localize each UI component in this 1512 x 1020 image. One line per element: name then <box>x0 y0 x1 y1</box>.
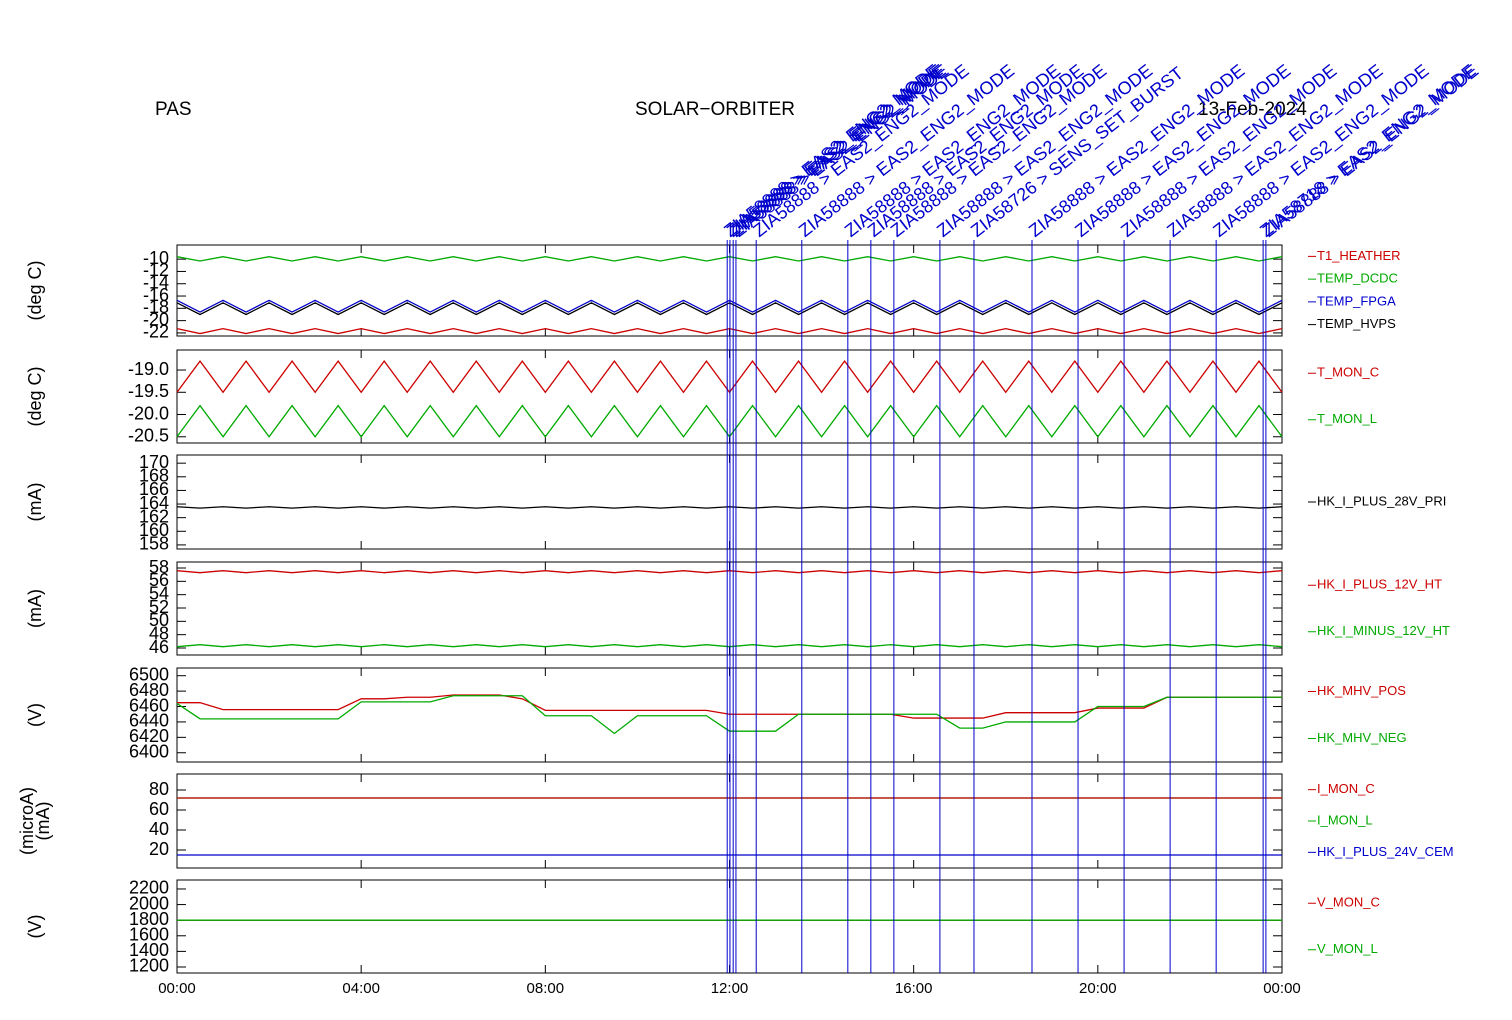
y-tick-label: 40 <box>149 819 169 839</box>
x-tick-label: 16:00 <box>895 980 933 997</box>
legend-label: HK_I_PLUS_24V_CEM <box>1317 844 1454 859</box>
y-tick-label: 1400 <box>129 940 169 960</box>
legend-label: HK_MHV_NEG <box>1317 730 1407 745</box>
y-axis-label: (microA) <box>17 787 37 855</box>
y-tick-label: 162 <box>139 506 169 526</box>
legend-label: V_MON_L <box>1317 941 1378 956</box>
legend-label: T_MON_L <box>1317 411 1377 426</box>
y-tick-label: 50 <box>149 610 169 630</box>
y-tick-label: 160 <box>139 520 169 540</box>
y-tick-label: 168 <box>139 466 169 486</box>
y-tick-label: 60 <box>149 799 169 819</box>
y-tick-label: 166 <box>139 479 169 499</box>
y-tick-label: 52 <box>149 597 169 617</box>
y-tick-label: 6440 <box>129 711 169 731</box>
legend-label: TEMP_FPGA <box>1317 293 1396 308</box>
legend-label: TEMP_DCDC <box>1317 271 1398 286</box>
legend-label: I_MON_L <box>1317 812 1373 827</box>
y-tick-label: 6400 <box>129 742 169 762</box>
y-tick-label: 6460 <box>129 695 169 715</box>
y-tick-label: 1600 <box>129 925 169 945</box>
y-tick-label: -10 <box>143 248 169 268</box>
legend-label: HK_I_PLUS_12V_HT <box>1317 577 1442 592</box>
y-tick-label: 6420 <box>129 726 169 746</box>
legend-label: V_MON_C <box>1317 895 1380 910</box>
legend-label: TEMP_HVPS <box>1317 316 1396 331</box>
y-axis-label: (V) <box>25 703 45 727</box>
y-tick-label: 158 <box>139 534 169 554</box>
legend-label: HK_I_MINUS_12V_HT <box>1317 623 1450 638</box>
header-center: SOLAR−ORBITER <box>635 99 795 120</box>
y-tick-label: 164 <box>139 493 169 513</box>
y-axis-label: (mA) <box>25 483 45 522</box>
y-tick-label: -18 <box>143 297 169 317</box>
y-tick-label: 2200 <box>129 878 169 898</box>
x-tick-label: 20:00 <box>1079 980 1117 997</box>
legend-label: HK_I_PLUS_28V_PRI <box>1317 493 1446 508</box>
x-tick-label: 08:00 <box>527 980 565 997</box>
y-tick-label: 1200 <box>129 956 169 976</box>
y-tick-label: 56 <box>149 570 169 590</box>
legend-label: T_MON_C <box>1317 365 1379 380</box>
legend-label: HK_MHV_POS <box>1317 683 1406 698</box>
legend-label: I_MON_C <box>1317 781 1375 796</box>
y-tick-label: -14 <box>143 272 169 292</box>
legend-label: T1_HEATHER <box>1317 248 1401 263</box>
y-tick-label: 170 <box>139 452 169 472</box>
y-tick-label: 20 <box>149 839 169 859</box>
y-tick-label: -16 <box>143 285 169 305</box>
y-tick-label: 6480 <box>129 680 169 700</box>
y-tick-label: 54 <box>149 583 169 603</box>
y-tick-label: -19.5 <box>128 381 169 401</box>
y-axis-label: (deg C) <box>25 260 45 320</box>
y-tick-label: 46 <box>149 637 169 657</box>
y-tick-label: 80 <box>149 779 169 799</box>
y-tick-label: 6500 <box>129 664 169 684</box>
y-tick-label: -19.0 <box>128 359 169 379</box>
y-tick-label: -20 <box>143 309 169 329</box>
x-tick-label: 00:00 <box>1263 980 1301 997</box>
x-tick-label: 12:00 <box>711 980 749 997</box>
y-tick-label: 1800 <box>129 909 169 929</box>
y-tick-label: -22 <box>143 322 169 342</box>
y-tick-label: -12 <box>143 260 169 280</box>
header-date: 13-Feb-2024 <box>1198 99 1307 120</box>
x-tick-label: 00:00 <box>158 980 196 997</box>
y-tick-label: 48 <box>149 623 169 643</box>
y-axis-label: (deg C) <box>25 366 45 426</box>
x-tick-label: 04:00 <box>342 980 380 997</box>
header-left: PAS <box>155 99 192 120</box>
y-tick-label: -20.0 <box>128 403 169 423</box>
y-tick-label: -20.5 <box>128 426 169 446</box>
y-axis-label: (mA) <box>33 802 53 841</box>
y-axis-label: (V) <box>25 915 45 939</box>
y-axis-label: (mA) <box>25 589 45 628</box>
y-tick-label: 2000 <box>129 893 169 913</box>
y-tick-label: 58 <box>149 557 169 577</box>
